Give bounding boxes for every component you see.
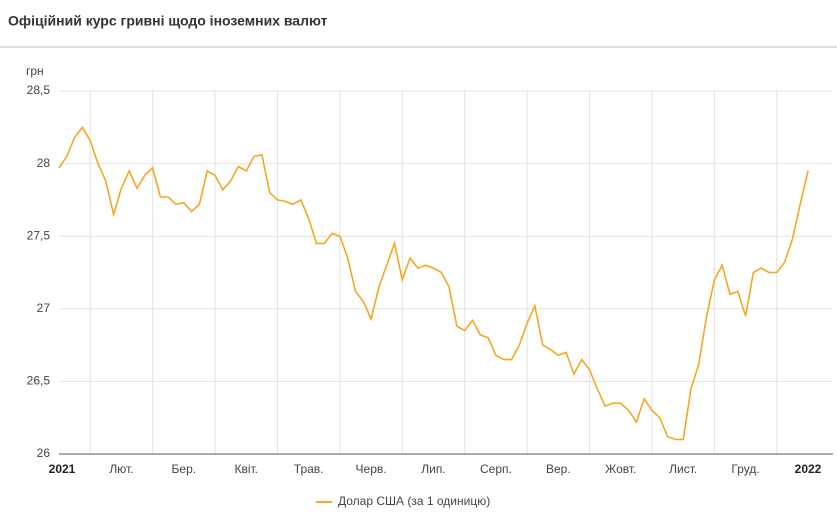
x-tick-label: Вер. (546, 462, 571, 476)
x-tick-label: Квіт. (234, 462, 258, 476)
y-tick-label: 26 (37, 446, 51, 460)
y-tick-label: 26,5 (27, 374, 51, 388)
chart-title: Офіційний курс гривні щодо іноземних вал… (8, 13, 328, 29)
x-tick-label: Лист. (669, 462, 697, 476)
series-line (58, 125, 809, 441)
y-tick-label: 27,5 (27, 228, 51, 242)
x-tick-label: Груд. (731, 462, 759, 476)
x-tick-label: Трав. (294, 462, 324, 476)
y-tick-label: 27 (37, 301, 51, 315)
x-tick-label: 2022 (795, 462, 822, 476)
x-tick-label: Лют. (109, 462, 133, 476)
y-tick-label: 28,5 (27, 83, 51, 97)
x-tick-label: 2021 (49, 462, 76, 476)
x-tick-label: Черв. (356, 462, 387, 476)
x-tick-label: Бер. (172, 462, 197, 476)
y-axis-label: грн (26, 64, 44, 78)
x-tick-label: Жовт. (605, 462, 636, 476)
x-tick-label: Серп. (480, 462, 512, 476)
x-tick-label: Лип. (421, 462, 445, 476)
legend-label: Долар США (за 1 одиницю) (338, 494, 490, 508)
y-tick-label: 28 (37, 156, 51, 170)
